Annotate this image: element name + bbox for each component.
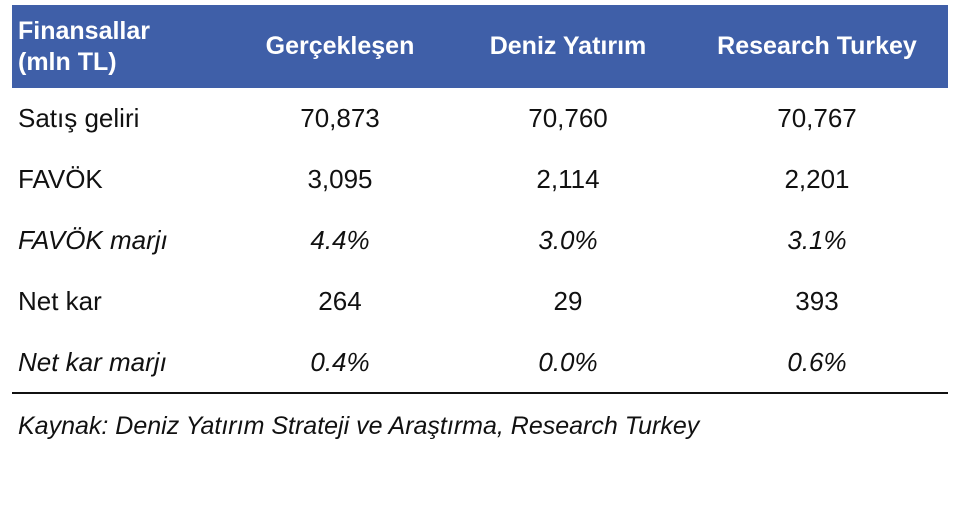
header-cell: Deniz Yatırım [489,32,647,60]
source-note: Kaynak: Deniz Yatırım Strateji ve Araştı… [18,412,700,440]
row-label: Net kar [18,286,102,316]
table-row: Net kar 264 29 393 [12,271,948,332]
table-row: FAVÖK marjı 4.4% 3.0% 3.1% [12,210,948,271]
cell: 2,201 [784,164,850,194]
cell: 393 [795,286,839,316]
cell: 3.1% [787,225,847,255]
table-header: Finansallar (mln TL) Gerçekleşen Deniz Yat… [12,5,948,88]
table-row: Satış geliri 70,873 70,760 70,767 [12,88,948,149]
row-label: FAVÖK [18,164,103,194]
header-cell: Research Turkey [717,32,917,60]
cell: 0.4% [230,332,450,394]
cell: 2,114 [536,164,600,194]
cell: 264 [318,286,362,316]
cell: 70,767 [777,103,857,133]
cell: 4.4% [310,225,370,255]
table-row: FAVÖK 3,095 2,114 2,201 [12,149,948,210]
table-body: Satış geliri 70,873 70,760 70,767 FAVÖK 3,095… [12,88,948,394]
cell: 70,873 [300,103,380,133]
table-row: Net kar marjı 0.4% 0.0% 0.6% [12,332,948,394]
cell: 3,095 [307,164,373,194]
row-label: Satış geliri [18,103,140,133]
cell: 0.6% [686,332,948,394]
header-row: Finansallar (mln TL) Gerçekleşen Deniz Yat… [12,5,948,88]
row-label: FAVÖK marjı [18,225,168,255]
header-cell: Gerçekleşen [265,32,415,60]
cell: 3.0% [538,225,598,255]
cell: 0.0% [450,332,686,394]
header-cell: Finansallar (mln TL) [18,16,150,76]
cell: 29 [553,286,583,316]
cell: 70,760 [528,103,608,133]
row-label: Net kar marjı [12,332,230,394]
financials-table: Finansallar (mln TL) Gerçekleşen Deniz Yat… [12,5,948,394]
